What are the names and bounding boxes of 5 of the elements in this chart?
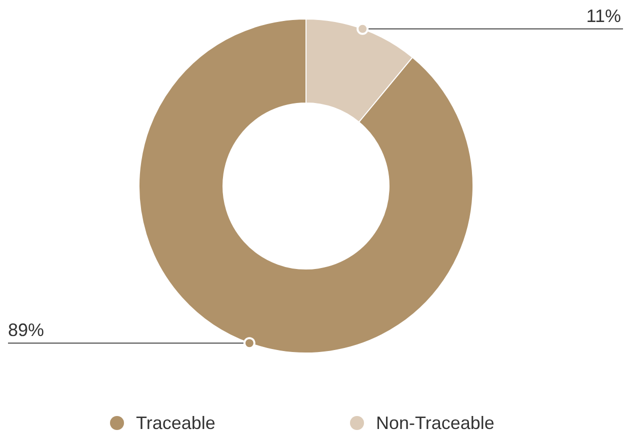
data-label: 11% xyxy=(586,6,621,26)
legend-label: Traceable xyxy=(136,413,216,433)
donut-slice xyxy=(138,18,474,354)
data-label: 89% xyxy=(8,320,44,340)
legend-label: Non-Traceable xyxy=(376,413,494,433)
